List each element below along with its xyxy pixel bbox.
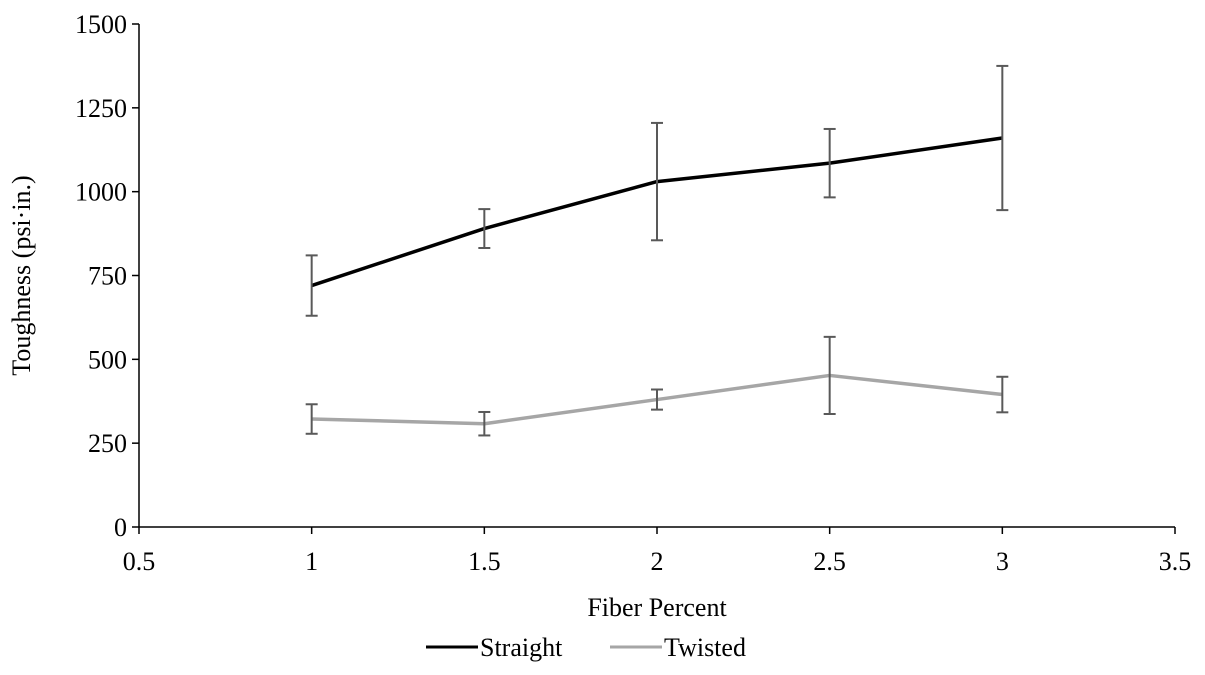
- x-tick-label: 3.5: [1159, 547, 1192, 576]
- error-bar-straight: [305, 254, 318, 317]
- error-bar-straight: [478, 208, 491, 250]
- x-tick-label: 1.5: [468, 547, 501, 576]
- y-tick-label: 1000: [75, 178, 127, 207]
- legend-label-twisted: Twisted: [664, 633, 746, 662]
- x-axis-ticks: 0.5 1 1.5 2 2.5 3 3.5: [123, 527, 1192, 576]
- y-tick-label: 1500: [75, 10, 127, 39]
- error-bar-twisted: [823, 335, 836, 415]
- error-bar-twisted: [478, 410, 491, 437]
- error-bar-straight: [651, 121, 663, 242]
- x-tick-label: 3: [996, 547, 1009, 576]
- series-layer: [305, 64, 1009, 437]
- x-tick-label: 1: [305, 547, 318, 576]
- x-tick-label: 2.5: [813, 547, 846, 576]
- x-tick-label: 2: [651, 547, 664, 576]
- y-tick-label: 1250: [75, 94, 127, 123]
- x-tick-label: 0.5: [123, 547, 156, 576]
- y-tick-label: 500: [88, 345, 127, 374]
- series-twisted: [305, 335, 1009, 437]
- y-axis-title: Toughness (psi·in.): [7, 175, 36, 375]
- error-bar-straight: [996, 64, 1009, 212]
- error-bar-twisted: [996, 375, 1009, 414]
- error-bar-straight: [823, 127, 836, 199]
- axes: 0 250 500 750 1000 1250 1500 0.5 1 1.5 2 2.5 3 3.5: [75, 10, 1191, 576]
- y-tick-label: 0: [114, 513, 127, 542]
- legend: Straight Twisted: [426, 633, 746, 662]
- y-tick-label: 750: [88, 262, 127, 291]
- y-axis-ticks: 0 250 500 750 1000 1250 1500: [75, 10, 139, 542]
- x-axis-title: Fiber Percent: [587, 593, 727, 622]
- series-straight: [305, 64, 1009, 317]
- error-bar-twisted: [651, 388, 663, 411]
- legend-label-straight: Straight: [480, 633, 563, 662]
- error-bar-twisted: [305, 403, 318, 435]
- y-tick-label: 250: [88, 429, 127, 458]
